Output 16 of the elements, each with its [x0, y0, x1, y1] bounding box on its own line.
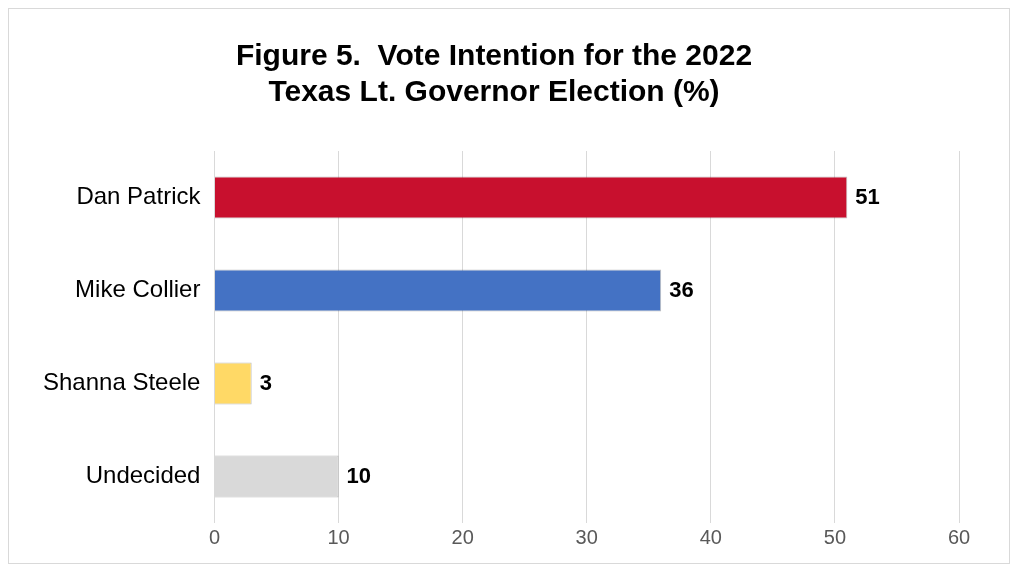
x-tick-label: 60 [947, 525, 971, 548]
data-label: 36 [669, 276, 694, 302]
y-tick-label: Undecided [85, 461, 201, 489]
x-tick-label: 50 [823, 525, 847, 548]
data-label: 51 [855, 183, 880, 209]
x-tick-label: 0 [208, 525, 221, 548]
chart-title: Figure 5. Vote Intention for the 2022 Texas Lt. Governor Election (%) [235, 38, 753, 108]
y-tick-label: Shanna Steele [43, 368, 201, 396]
data-label: 3 [259, 369, 272, 395]
y-tick-label: Mike Collier [75, 275, 201, 303]
x-tick-label: 40 [699, 525, 722, 548]
x-tick-label: 20 [451, 525, 474, 548]
data-label: 10 [346, 462, 372, 488]
x-tick-label: 10 [327, 525, 350, 548]
x-tick-label: 30 [575, 525, 598, 548]
y-tick-label: Dan Patrick [76, 182, 202, 210]
